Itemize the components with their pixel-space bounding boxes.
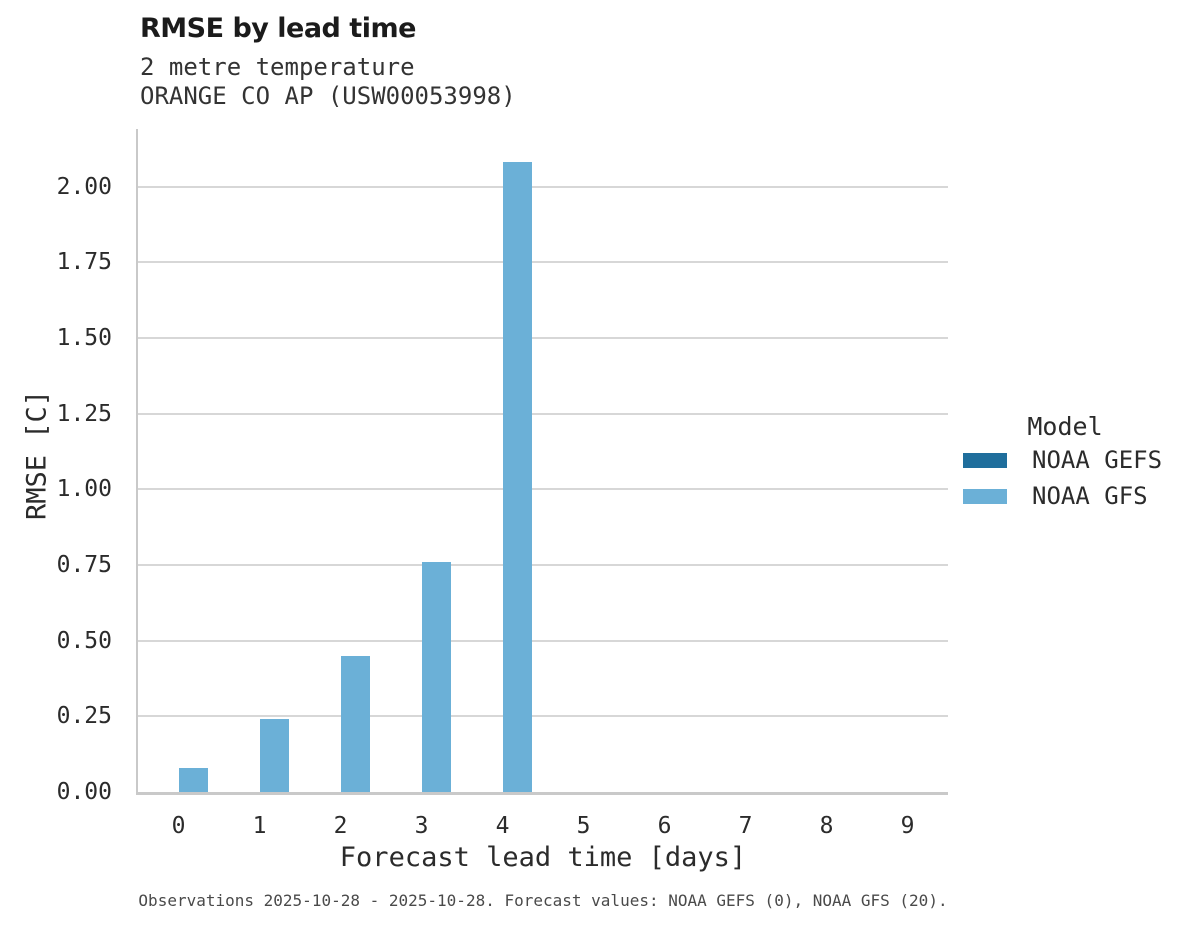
bar-noaa-gfs-lead-0 — [178, 767, 208, 792]
gridline — [138, 563, 948, 566]
gridline — [138, 185, 948, 188]
gridline — [138, 639, 948, 642]
y-tick-label: 0.00 — [56, 779, 112, 805]
y-tick-label: 2.00 — [56, 173, 112, 200]
x-tick-label: 1 — [252, 813, 267, 839]
gridline — [138, 412, 948, 415]
plot-area — [138, 129, 948, 792]
header: RMSE by lead time 2 metre temperature OR… — [140, 12, 516, 111]
x-tick-label: 8 — [819, 813, 834, 839]
legend-item-label: NOAA GFS — [1032, 482, 1148, 510]
legend-item: NOAA GFS — [963, 479, 1167, 513]
x-tick-label: 2 — [333, 813, 348, 839]
gridline — [138, 488, 948, 491]
legend-swatch-icon — [963, 488, 1007, 504]
x-tick-label: 6 — [657, 813, 672, 839]
bar-noaa-gfs-lead-3 — [421, 561, 451, 792]
gridline — [138, 261, 948, 264]
legend: Model NOAA GEFS NOAA GFS — [963, 413, 1167, 513]
legend-title: Model — [1027, 412, 1103, 441]
bar-noaa-gfs-lead-4 — [502, 162, 532, 792]
y-tick-label: 1.75 — [56, 249, 112, 276]
y-tick-label: 0.50 — [56, 627, 112, 654]
x-tick-label: 5 — [576, 813, 591, 839]
y-tick-label: 1.00 — [56, 476, 112, 503]
chart-subtitle-line-1: 2 metre temperature — [140, 53, 415, 81]
x-axis-line — [136, 792, 948, 795]
x-axis-title: Forecast lead time [days] — [339, 842, 747, 873]
legend-items: NOAA GEFS NOAA GFS — [963, 443, 1167, 513]
y-tick-label: 0.25 — [56, 703, 112, 730]
chart-subtitle-line-2: ORANGE CO AP (USW00053998) — [140, 82, 516, 110]
gridline — [138, 336, 948, 339]
y-tick-label: 1.25 — [56, 400, 112, 427]
legend-swatch-icon — [963, 452, 1007, 468]
x-tick-label: 7 — [738, 813, 753, 839]
x-tick-label: 3 — [414, 813, 429, 839]
chart-subtitle: 2 metre temperature ORANGE CO AP (USW000… — [140, 53, 516, 111]
y-axis-line — [136, 129, 138, 795]
x-tick-label: 4 — [495, 813, 510, 839]
y-tick-label: 1.50 — [56, 324, 112, 351]
y-tick-label: 0.75 — [56, 551, 112, 578]
x-tick-label: 9 — [900, 813, 915, 839]
x-tick-label: 0 — [171, 813, 186, 839]
footer-caption: Observations 2025-10-28 - 2025-10-28. Fo… — [138, 891, 948, 910]
legend-item-label: NOAA GEFS — [1032, 446, 1163, 474]
bar-noaa-gfs-lead-1 — [259, 719, 289, 792]
bar-noaa-gfs-lead-2 — [340, 655, 370, 792]
gridline — [138, 715, 948, 718]
legend-item: NOAA GEFS — [963, 443, 1167, 477]
chart-title: RMSE by lead time — [140, 13, 416, 44]
